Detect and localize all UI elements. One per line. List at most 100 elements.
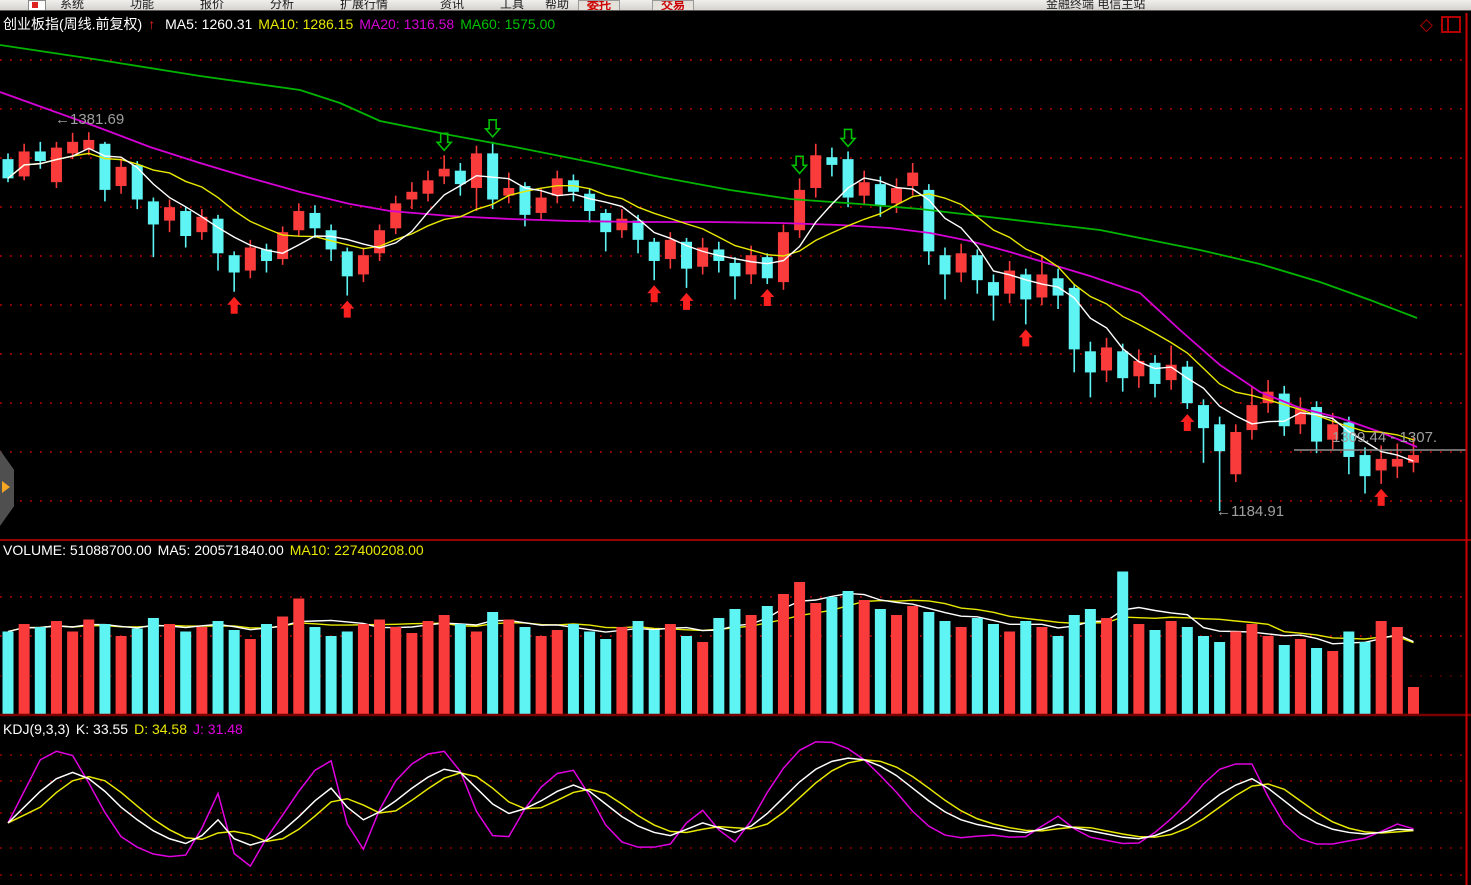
candle-body bbox=[616, 218, 628, 231]
volume-bar bbox=[470, 631, 482, 714]
menu-item-5[interactable]: 资讯 bbox=[440, 0, 465, 10]
candle-body bbox=[1084, 351, 1096, 373]
volume-bar bbox=[34, 627, 46, 714]
candle-body bbox=[50, 147, 62, 183]
volume-bar bbox=[923, 612, 935, 714]
candle-body bbox=[891, 187, 903, 204]
menu-item-2[interactable]: 报价 bbox=[200, 0, 225, 10]
volume-bar bbox=[971, 618, 983, 714]
menu-bar: 金融终端 电信主站 系统 功能 报价 分析 扩展行情 资讯 工具 帮助 委托 交易 bbox=[0, 0, 1471, 11]
candle-body bbox=[99, 143, 111, 190]
candle-body bbox=[1117, 351, 1129, 379]
candle-body bbox=[293, 211, 305, 231]
volume-bar bbox=[794, 582, 806, 714]
volume-bar bbox=[761, 606, 773, 714]
volume-bar bbox=[260, 624, 272, 714]
candle-body bbox=[454, 170, 466, 185]
candle-body bbox=[1181, 366, 1193, 404]
volume-bar bbox=[67, 631, 79, 714]
candle-body bbox=[1133, 360, 1145, 377]
candle-body bbox=[1407, 455, 1419, 463]
volume-bar bbox=[535, 636, 547, 714]
candle-body bbox=[1068, 287, 1080, 350]
ma-indicator-readouts: MA5: 1260.31 MA10: 1286.15 MA20: 1316.58 MA… bbox=[165, 16, 556, 32]
menu-item-3[interactable]: 分析 bbox=[270, 0, 295, 10]
candle-body bbox=[1004, 270, 1016, 294]
volume-bar bbox=[664, 624, 676, 714]
menu-item-4[interactable]: 扩展行情 bbox=[340, 0, 389, 10]
menu-button-1[interactable]: 交易 bbox=[652, 0, 695, 10]
buy-signal-arrow bbox=[760, 289, 775, 307]
menu-item-7[interactable]: 帮助 bbox=[545, 0, 570, 10]
candle-body bbox=[1311, 407, 1323, 442]
candle-body bbox=[1149, 362, 1161, 384]
volume-bar bbox=[1375, 621, 1387, 714]
candle-body bbox=[955, 253, 967, 273]
volume-bar bbox=[325, 636, 337, 714]
diamond-icon[interactable]: ◇ bbox=[1419, 14, 1433, 34]
app-icon bbox=[28, 0, 46, 10]
kdj-lines-layer bbox=[7, 741, 1414, 868]
volume-bar bbox=[567, 624, 579, 714]
candle-body bbox=[67, 141, 79, 154]
candle-body bbox=[503, 187, 515, 196]
signal-markers-layer bbox=[227, 119, 1389, 506]
candle-body bbox=[131, 164, 143, 200]
volume-bar bbox=[1165, 621, 1177, 714]
candle-body bbox=[987, 282, 999, 296]
volume-bar bbox=[99, 624, 111, 714]
candles-layer bbox=[2, 132, 1419, 511]
volume-bar bbox=[1149, 630, 1161, 714]
volume-bar bbox=[842, 591, 854, 714]
candle-body bbox=[971, 255, 983, 281]
candle-body bbox=[309, 212, 321, 229]
menu-bar-right-text: 金融终端 电信主站 bbox=[1046, 0, 1146, 10]
candle-body bbox=[164, 207, 176, 221]
candle-body bbox=[761, 257, 773, 279]
menu-button-0[interactable]: 委托 bbox=[578, 0, 621, 10]
volume-bar bbox=[1230, 631, 1242, 714]
window-layout-icon[interactable] bbox=[1441, 16, 1461, 33]
candle-body bbox=[1262, 391, 1274, 404]
volume-bar bbox=[1278, 645, 1290, 714]
sidebar-expand-handle[interactable] bbox=[0, 450, 14, 526]
candle-body bbox=[1294, 408, 1306, 425]
volume-bar bbox=[1197, 636, 1209, 714]
volume-bar bbox=[1246, 624, 1258, 714]
candle-body bbox=[1214, 424, 1226, 452]
volume-bar bbox=[1036, 627, 1048, 714]
menu-item-1[interactable]: 功能 bbox=[130, 0, 155, 10]
candle-body bbox=[487, 153, 499, 200]
candle-body bbox=[794, 189, 806, 231]
volume-bar bbox=[1052, 636, 1064, 714]
candle-body bbox=[777, 232, 789, 283]
candle-body bbox=[1375, 458, 1387, 471]
candle-body bbox=[1101, 347, 1113, 371]
volume-bar bbox=[826, 597, 838, 714]
buy-signal-arrow bbox=[679, 292, 694, 310]
volume-bar bbox=[1327, 651, 1339, 714]
buy-signal-arrow bbox=[1374, 488, 1389, 506]
candle-body bbox=[1278, 393, 1290, 427]
candle-body bbox=[519, 186, 531, 215]
up-arrow-icon: ↑ bbox=[148, 16, 156, 32]
candle-body bbox=[1197, 405, 1209, 429]
candle-body bbox=[406, 191, 418, 200]
volume-bar bbox=[955, 627, 967, 714]
volume-bar bbox=[858, 600, 870, 714]
volume-bar bbox=[1391, 627, 1403, 714]
separators-layer bbox=[0, 13, 1471, 885]
candle-body bbox=[939, 255, 951, 275]
kdj-pane-readouts: KDJ(9,3,3) K: 33.55 D: 34.58 J: 31.48 bbox=[3, 721, 243, 737]
menu-item-0[interactable]: 系统 bbox=[60, 0, 85, 10]
price-annotation-low: ←1184.91 bbox=[1216, 503, 1285, 520]
menu-item-6[interactable]: 工具 bbox=[500, 0, 525, 10]
candle-body bbox=[1327, 424, 1339, 440]
volume-bar bbox=[1262, 636, 1274, 714]
volume-bar bbox=[406, 633, 418, 714]
volume-bar bbox=[83, 619, 95, 714]
volume-bar bbox=[18, 624, 30, 714]
kdj-k-line bbox=[7, 757, 1414, 846]
sell-signal-arrow bbox=[839, 128, 857, 148]
